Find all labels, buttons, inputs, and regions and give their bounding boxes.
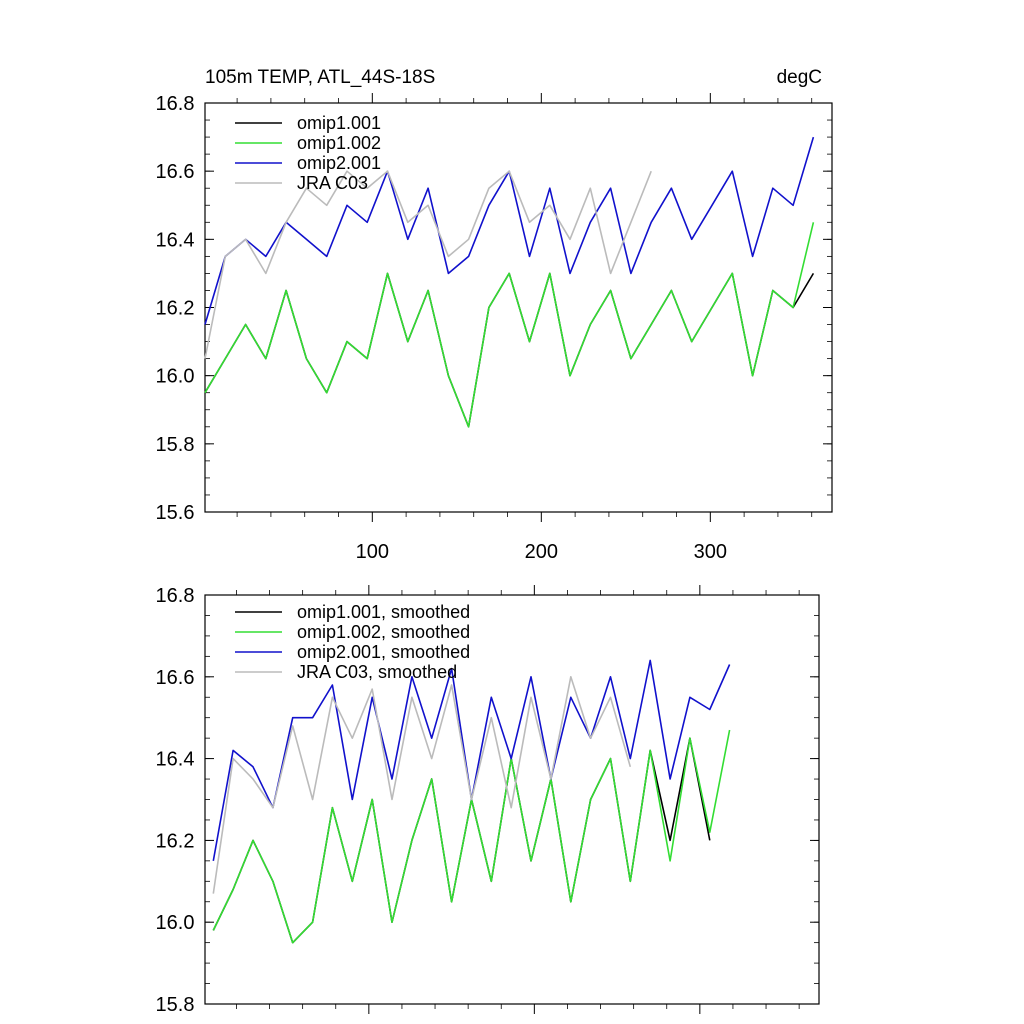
top-chart-panel: 105m TEMP, ATL_44S-18S degC 15.6 15.8 16.0… — [156, 67, 833, 563]
x-tick-label: 100 — [356, 541, 389, 563]
x-tick-label: 200 — [525, 541, 558, 563]
legend-label: omip1.002, smoothed — [297, 622, 470, 642]
y-tick-label: 16.6 — [156, 667, 195, 689]
y-tick-label: 16.2 — [156, 298, 195, 320]
y-tick-label: 16.4 — [156, 749, 195, 771]
legend-label: omip1.002 — [297, 133, 381, 153]
x-tick-label: 300 — [694, 541, 727, 563]
y-tick-label: 16.8 — [156, 93, 195, 115]
axis-ticks: 15.8 16.0 16.2 16.4 16.6 16.8 — [156, 585, 819, 1016]
series-lines — [212, 659, 731, 944]
series-line-4 — [212, 675, 632, 894]
legend-label: omip1.001, smoothed — [297, 602, 470, 622]
legend-label: JRA C03, smoothed — [297, 662, 457, 682]
y-tick-label: 16.0 — [156, 912, 195, 934]
bottom-chart-panel: 15.8 16.0 16.2 16.4 16.6 16.8 omip1.001, smoo… — [156, 585, 820, 1016]
series-lines — [204, 136, 815, 428]
series-line-1 — [204, 272, 815, 428]
y-tick-label: 15.8 — [156, 994, 195, 1016]
y-tick-label: 15.8 — [156, 434, 195, 456]
y-tick-label: 15.6 — [156, 502, 195, 524]
axis-ticks: 15.6 15.8 16.0 16.2 16.4 16.6 16.8 100 200 300 — [156, 93, 832, 563]
series-line-1 — [212, 737, 711, 944]
legend-label: omip1.001 — [297, 113, 381, 133]
y-tick-label: 16.8 — [156, 585, 195, 607]
legend-label: omip2.001 — [297, 153, 381, 173]
y-tick-label: 16.6 — [156, 161, 195, 183]
y-tick-label: 16.0 — [156, 366, 195, 388]
y-tick-label: 16.4 — [156, 229, 195, 251]
legend-label: JRA C03 — [297, 173, 368, 193]
y-tick-label: 16.2 — [156, 830, 195, 852]
series-line-4 — [204, 170, 652, 359]
legend-label: omip2.001, smoothed — [297, 642, 470, 662]
chart-title: 105m TEMP, ATL_44S-18S — [205, 67, 435, 88]
series-line-2 — [204, 222, 815, 428]
series-line-2 — [212, 729, 731, 944]
chart-units: degC — [777, 67, 822, 88]
